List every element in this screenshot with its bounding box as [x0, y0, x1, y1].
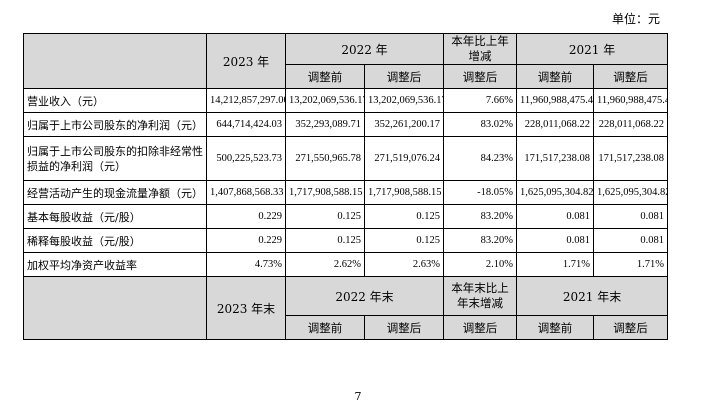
- row-label: 稀释每股收益（元/股）: [23, 228, 207, 253]
- header-yoy-end-after: 调整后: [443, 315, 518, 340]
- header-2022: 2022 年: [284, 33, 445, 65]
- value-2022-after: 13,202,069,536.17: [363, 88, 445, 113]
- value-2022-after: 0.125: [363, 228, 445, 253]
- value-yoy: 7.66%: [443, 88, 518, 113]
- value-2021-before: 0.081: [516, 204, 595, 229]
- cropped-heading-fragment: [28, 0, 108, 2]
- value-2021-before: 171,517,238.08: [516, 136, 595, 181]
- value-yoy: 83.20%: [443, 204, 518, 229]
- value-yoy: 83.02%: [443, 112, 518, 137]
- value-2023: 0.229: [206, 204, 286, 229]
- header-2021-after: 调整后: [593, 64, 669, 89]
- value-2021-before: 1,625,095,304.82: [516, 180, 595, 205]
- row-label: 归属于上市公司股东的扣除非经常性损益的净利润（元）: [23, 136, 207, 181]
- header-row-4: 调整前 调整后 调整后 调整前 调整后: [24, 315, 669, 340]
- value-2022-after: 2.63%: [363, 252, 445, 277]
- header-2021: 2021 年: [516, 33, 669, 65]
- value-yoy: 2.10%: [443, 252, 518, 277]
- table-row: 加权平均净资产收益率 4.73% 2.62% 2.63% 2.10% 1.71%…: [23, 252, 669, 277]
- value-2022-after: 271,519,076.24: [363, 136, 445, 181]
- value-2021-after: 0.081: [593, 228, 669, 253]
- header-empty-cell: [23, 33, 207, 89]
- value-2021-before: 1.71%: [516, 252, 595, 277]
- value-2021-before: 11,960,988,475.47: [516, 88, 595, 113]
- value-2023: 0.229: [206, 228, 286, 253]
- header-row-3: 2023 年末 2022 年末 本年末比上年末增减 2021 年末: [23, 276, 669, 340]
- header-yoy: 本年比上年增减: [443, 33, 518, 65]
- value-2023: 14,212,857,297.00: [206, 88, 286, 113]
- table-row: 归属于上市公司股东的净利润（元） 644,714,424.03 352,293,…: [23, 112, 669, 137]
- header-yoy-end: 本年末比上年末增减: [443, 276, 518, 316]
- row-label: 归属于上市公司股东的净利润（元）: [23, 112, 207, 137]
- page-number: 7: [354, 390, 362, 403]
- value-2021-after: 171,517,238.08: [593, 136, 669, 181]
- header-2022-end-before: 调整前: [285, 315, 365, 340]
- table-row: 归属于上市公司股东的扣除非经常性损益的净利润（元） 500,225,523.73…: [23, 136, 669, 181]
- value-2021-after: 11,960,988,475.47: [593, 88, 669, 113]
- row-label: 基本每股收益（元/股）: [23, 204, 207, 229]
- header-2023: 2023 年: [206, 33, 286, 89]
- value-yoy: -18.05%: [443, 180, 518, 205]
- table-row: 稀释每股收益（元/股） 0.229 0.125 0.125 83.20% 0.0…: [23, 228, 669, 253]
- value-2022-before: 13,202,069,536.17: [285, 88, 365, 113]
- value-2022-after: 0.125: [363, 204, 445, 229]
- row-label: 营业收入（元）: [23, 88, 207, 113]
- header-2022-end: 2022 年末: [284, 276, 445, 316]
- header-row-2: 调整前 调整后 调整后 调整前 调整后: [24, 64, 669, 89]
- value-2022-before: 0.125: [285, 228, 365, 253]
- header-yoy-after: 调整后: [443, 64, 518, 89]
- value-2022-before: 271,550,965.78: [285, 136, 365, 181]
- unit-label: 单位：元: [611, 12, 660, 26]
- value-2023: 1,407,868,568.33: [206, 180, 286, 205]
- value-2021-after: 1,625,095,304.82: [593, 180, 669, 205]
- value-2021-after: 0.081: [593, 204, 669, 229]
- header-2022-after: 调整后: [363, 64, 445, 89]
- financial-data-table: 2023 年 2022 年 本年比上年增减 2021 年 调整前 调整后 调整后…: [23, 33, 669, 340]
- table-row: 营业收入（元） 14,212,857,297.00 13,202,069,536…: [23, 88, 669, 113]
- header-empty-cell: [23, 276, 207, 340]
- header-2021-end-before: 调整前: [516, 315, 595, 340]
- value-2023: 4.73%: [206, 252, 286, 277]
- row-label: 经营活动产生的现金流量净额（元）: [23, 180, 207, 205]
- row-label: 加权平均净资产收益率: [23, 252, 207, 277]
- table-row: 经营活动产生的现金流量净额（元） 1,407,868,568.33 1,717,…: [23, 180, 669, 205]
- value-2023: 500,225,523.73: [206, 136, 286, 181]
- header-row-1: 2023 年 2022 年 本年比上年增减 2021 年: [23, 33, 669, 89]
- header-2021-before: 调整前: [516, 64, 595, 89]
- value-2021-before: 228,011,068.22: [516, 112, 595, 137]
- value-2021-before: 0.081: [516, 228, 595, 253]
- header-2021-end-after: 调整后: [593, 315, 669, 340]
- value-2021-after: 1.71%: [593, 252, 669, 277]
- value-2022-before: 2.62%: [285, 252, 365, 277]
- header-2022-end-after: 调整后: [363, 315, 445, 340]
- value-yoy: 84.23%: [443, 136, 518, 181]
- header-2021-end: 2021 年末: [516, 276, 669, 316]
- value-2021-after: 228,011,068.22: [593, 112, 669, 137]
- header-2022-before: 调整前: [285, 64, 365, 89]
- header-2023-end: 2023 年末: [206, 276, 286, 340]
- table-row: 基本每股收益（元/股） 0.229 0.125 0.125 83.20% 0.0…: [23, 204, 669, 229]
- value-2022-after: 1,717,908,588.15: [363, 180, 445, 205]
- value-2022-after: 352,261,200.17: [363, 112, 445, 137]
- value-2023: 644,714,424.03: [206, 112, 286, 137]
- value-yoy: 83.20%: [443, 228, 518, 253]
- value-2022-before: 1,717,908,588.15: [285, 180, 365, 205]
- value-2022-before: 352,293,089.71: [285, 112, 365, 137]
- value-2022-before: 0.125: [285, 204, 365, 229]
